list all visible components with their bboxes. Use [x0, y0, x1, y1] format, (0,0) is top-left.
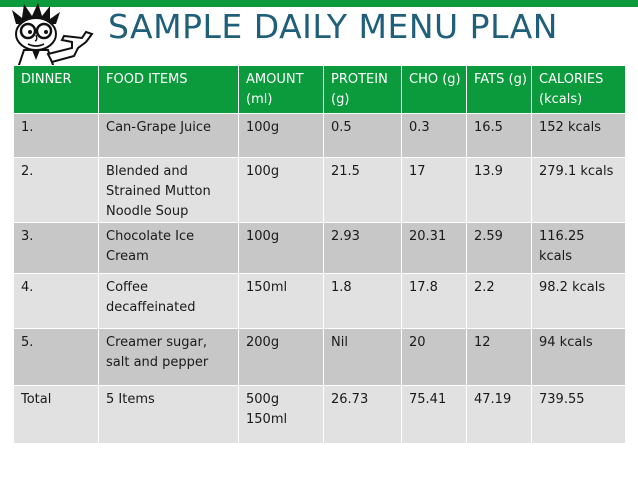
cell-fats: 12	[466, 328, 532, 386]
cell-amount: 200g	[238, 328, 324, 386]
cell-fats: 2.2	[466, 273, 532, 329]
cell-food-item: Blended and Strained Mutton Noodle Soup	[98, 157, 239, 223]
cell-dinner: 1.	[13, 113, 99, 158]
header-protein: PROTEIN (g)	[323, 65, 402, 114]
menu-plan-table: DINNER FOOD ITEMS AMOUNT (ml) PROTEIN (g…	[13, 65, 626, 444]
slide-top-bar	[0, 0, 638, 7]
cell-fats: 2.59	[466, 222, 532, 274]
cell-fats: 47.19	[466, 385, 532, 444]
cell-calories: 152 kcals	[531, 113, 626, 158]
cell-calories: 98.2 kcals	[531, 273, 626, 329]
table-row: 5. Creamer sugar, salt and pepper 200g N…	[13, 328, 626, 386]
cell-food-item: Creamer sugar, salt and pepper	[98, 328, 239, 386]
cell-fats: 13.9	[466, 157, 532, 223]
cell-dinner: 3.	[13, 222, 99, 274]
header-food-items: FOOD ITEMS	[98, 65, 239, 114]
cell-food-item: Coffee decaffeinated	[98, 273, 239, 329]
cell-amount: 100g	[238, 157, 324, 223]
table-header-row: DINNER FOOD ITEMS AMOUNT (ml) PROTEIN (g…	[13, 65, 626, 114]
cell-protein: 26.73	[323, 385, 402, 444]
table-row-total: Total 5 Items 500g 150ml 26.73 75.41 47.…	[13, 385, 626, 444]
cell-cho: 20.31	[401, 222, 467, 274]
cell-dinner: 5.	[13, 328, 99, 386]
cell-amount: 500g 150ml	[238, 385, 324, 444]
table-row: 1. Can-Grape Juice 100g 0.5 0.3 16.5 152…	[13, 113, 626, 158]
cell-calories: 116.25 kcals	[531, 222, 626, 274]
cell-cho: 20	[401, 328, 467, 386]
header-cho: CHO (g)	[401, 65, 467, 114]
table-row: 4. Coffee decaffeinated 150ml 1.8 17.8 2…	[13, 273, 626, 329]
header-fats: FATS (g)	[466, 65, 532, 114]
cell-cho: 17.8	[401, 273, 467, 329]
cell-dinner: 4.	[13, 273, 99, 329]
cell-amount: 100g	[238, 113, 324, 158]
cell-protein: 0.5	[323, 113, 402, 158]
table-row: 3. Chocolate Ice Cream 100g 2.93 20.31 2…	[13, 222, 626, 274]
cell-dinner: Total	[13, 385, 99, 444]
cartoon-man-icon	[12, 3, 94, 68]
cell-food-item: 5 Items	[98, 385, 239, 444]
cell-amount: 100g	[238, 222, 324, 274]
cell-calories: 279.1 kcals	[531, 157, 626, 223]
header-dinner: DINNER	[13, 65, 99, 114]
cell-food-item: Chocolate Ice Cream	[98, 222, 239, 274]
cell-food-item: Can-Grape Juice	[98, 113, 239, 158]
cell-calories: 739.55	[531, 385, 626, 444]
cell-calories: 94 kcals	[531, 328, 626, 386]
table-row: 2. Blended and Strained Mutton Noodle So…	[13, 157, 626, 223]
cell-cho: 0.3	[401, 113, 467, 158]
cell-protein: 1.8	[323, 273, 402, 329]
header-calories: CALORIES (kcals)	[531, 65, 626, 114]
cell-cho: 75.41	[401, 385, 467, 444]
cell-protein: 2.93	[323, 222, 402, 274]
cell-amount: 150ml	[238, 273, 324, 329]
cell-protein: Nil	[323, 328, 402, 386]
cell-cho: 17	[401, 157, 467, 223]
cell-protein: 21.5	[323, 157, 402, 223]
header-amount: AMOUNT (ml)	[238, 65, 324, 114]
cell-fats: 16.5	[466, 113, 532, 158]
cell-dinner: 2.	[13, 157, 99, 223]
page-title: SAMPLE DAILY MENU PLAN	[108, 7, 558, 46]
